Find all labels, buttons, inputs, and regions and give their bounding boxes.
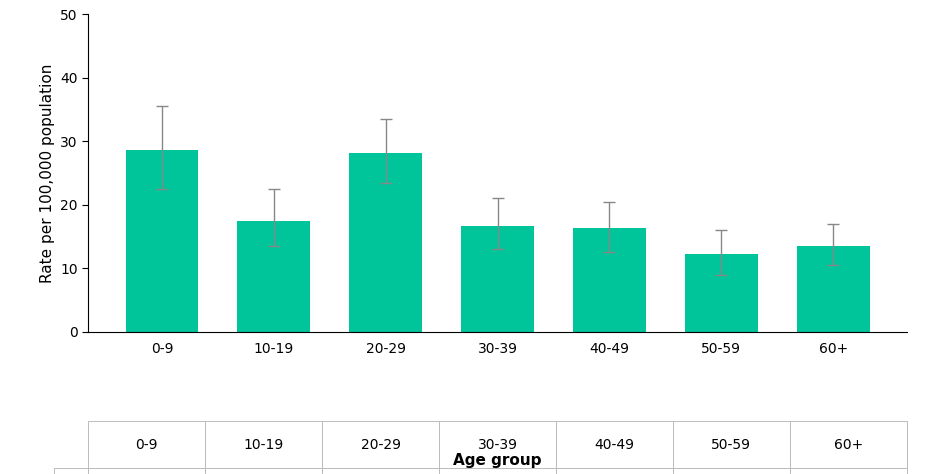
- Text: Age group: Age group: [453, 453, 542, 468]
- Bar: [126, 149, 198, 332]
- Bar: [573, 228, 645, 332]
- Bar: [797, 246, 870, 332]
- Bar: [461, 226, 534, 332]
- Bar: [237, 221, 310, 332]
- Bar: [350, 153, 422, 332]
- Y-axis label: Rate per 100,000 population: Rate per 100,000 population: [40, 64, 55, 283]
- Bar: [685, 255, 758, 332]
